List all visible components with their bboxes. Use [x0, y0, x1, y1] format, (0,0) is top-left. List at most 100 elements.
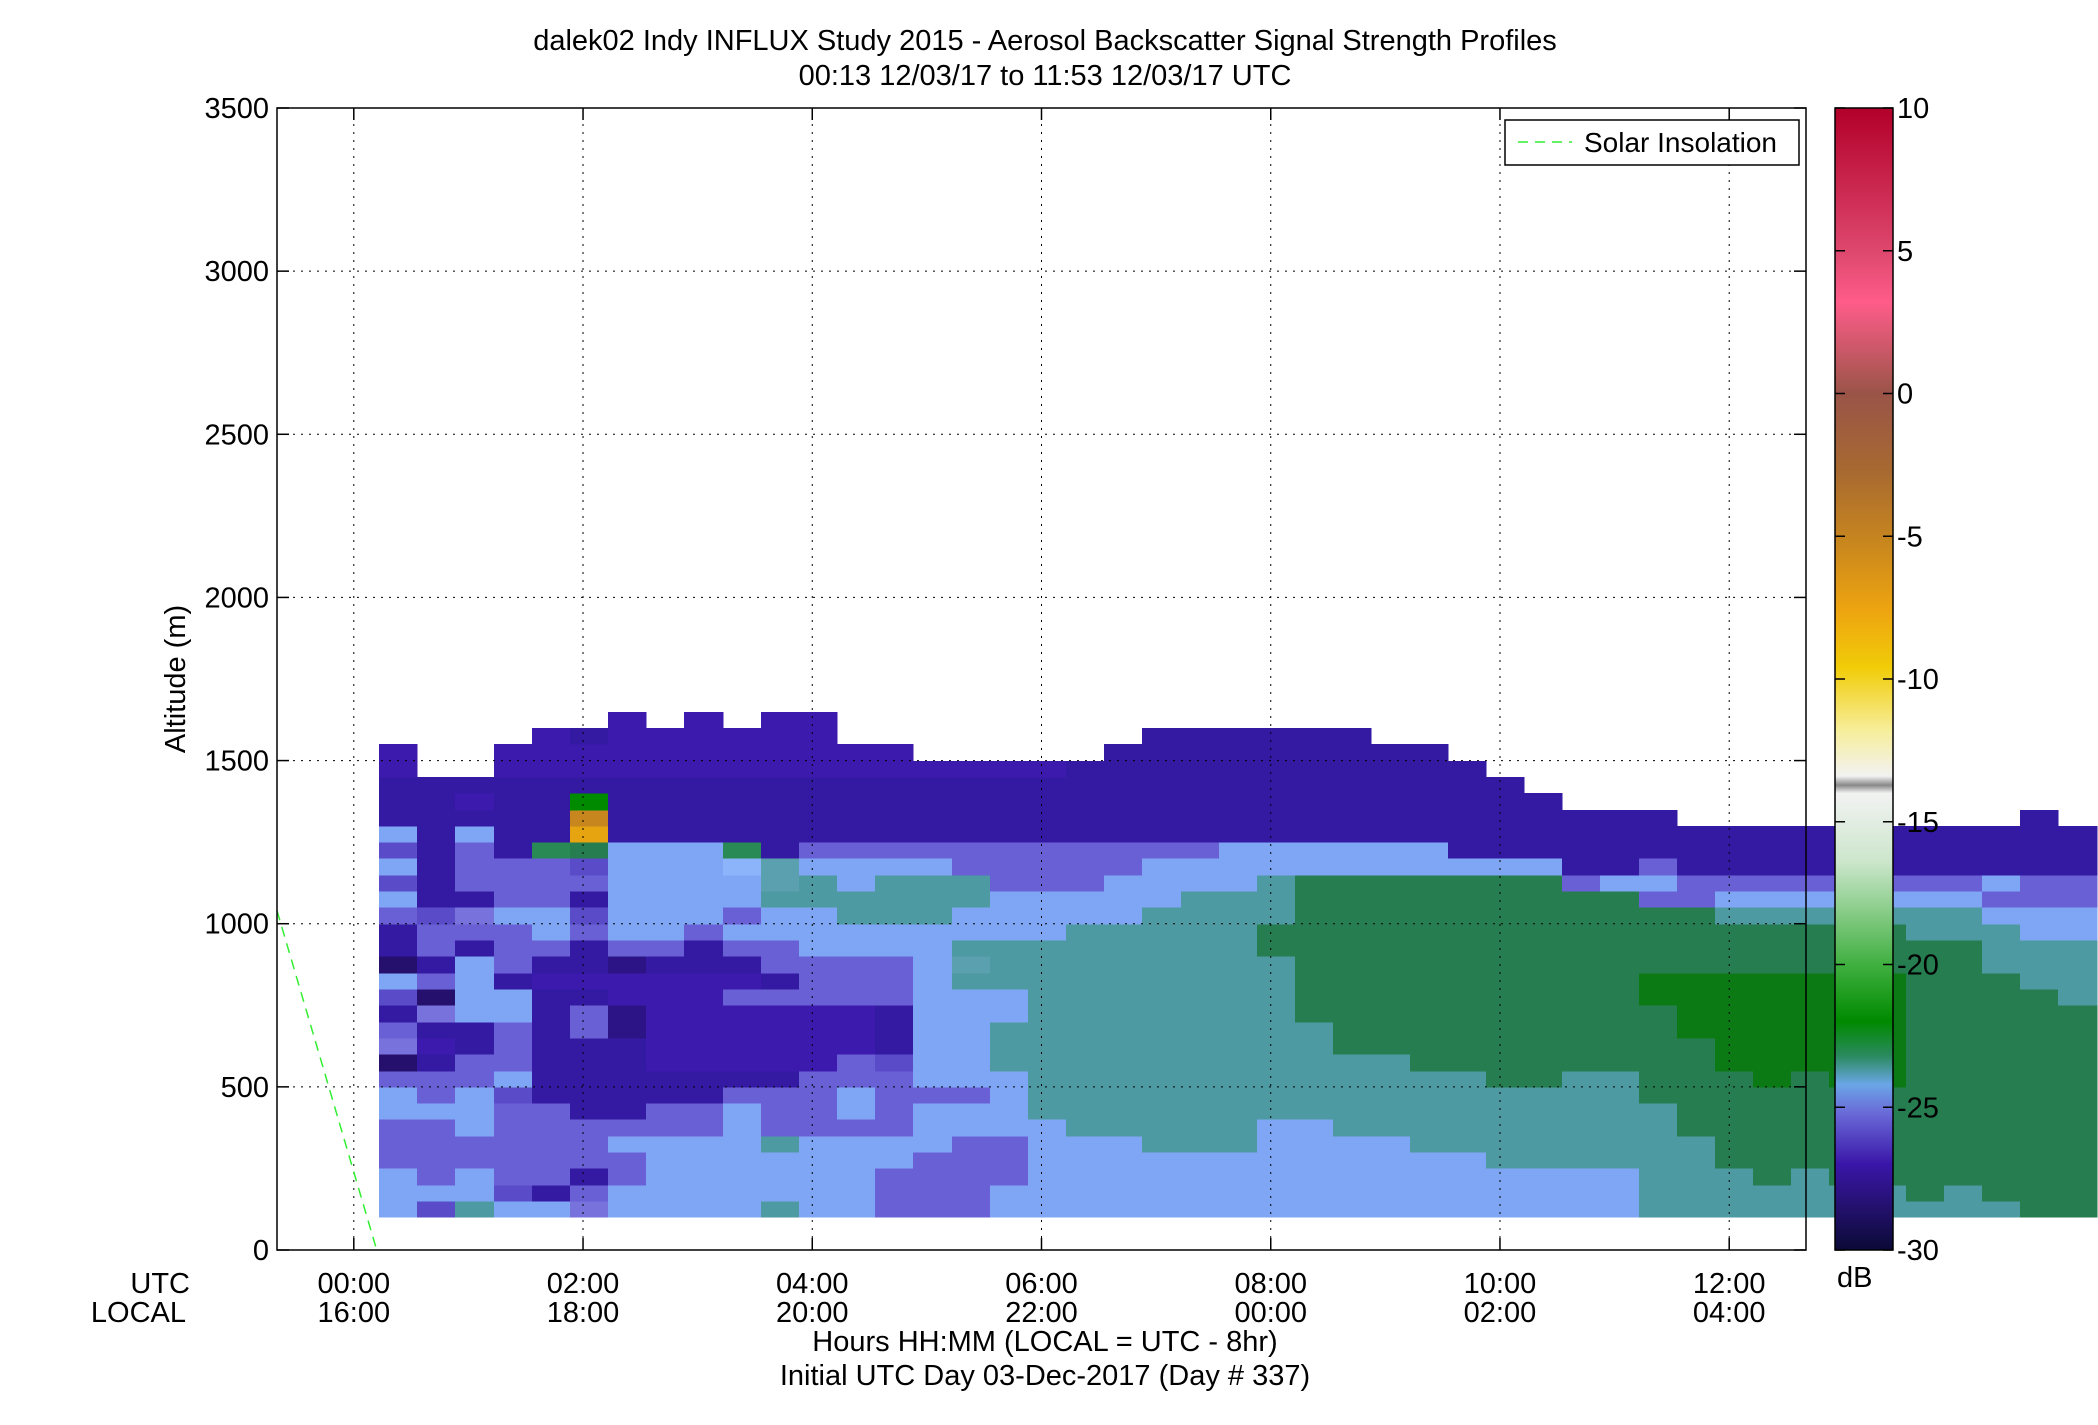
- heatmap-cell: [761, 1185, 800, 1202]
- heatmap-cell: [1524, 973, 1563, 990]
- heatmap-cell: [990, 761, 1029, 778]
- heatmap-cell: [1371, 989, 1411, 1006]
- heatmap-cell: [532, 875, 571, 892]
- heatmap-cell: [990, 940, 1029, 957]
- heatmap-cell: [1753, 1022, 1792, 1039]
- heatmap-cell: [837, 1152, 876, 1169]
- heatmap-cell: [646, 728, 685, 745]
- heatmap-cell: [1715, 973, 1754, 990]
- heatmap-cell: [837, 1005, 876, 1023]
- heatmap-cell: [379, 907, 418, 925]
- heatmap-cell: [1448, 858, 1487, 876]
- heatmap-cell: [1524, 793, 1563, 811]
- heatmap-cell: [990, 924, 1029, 941]
- heatmap-cell: [1715, 1168, 1754, 1186]
- heatmap-cell: [1639, 907, 1678, 925]
- heatmap-cell: [875, 793, 914, 811]
- heatmap-cell: [1142, 940, 1182, 957]
- heatmap-cell: [608, 744, 647, 762]
- heatmap-cell: [1295, 1087, 1334, 1104]
- heatmap-cell: [2058, 973, 2098, 990]
- heatmap-cell: [1753, 1201, 1792, 1218]
- heatmap-cell: [494, 810, 533, 827]
- heatmap-cell: [1181, 875, 1220, 892]
- heatmap-cell: [990, 1119, 1029, 1137]
- x-tick-label-local: 18:00: [547, 1297, 620, 1329]
- heatmap-cell: [1219, 858, 1258, 876]
- heatmap-cell: [608, 777, 647, 794]
- heatmap-cell: [1219, 940, 1258, 957]
- heatmap-cell: [1219, 973, 1258, 990]
- heatmap-cell: [875, 1005, 914, 1023]
- heatmap-cell: [1524, 989, 1563, 1006]
- heatmap-cell: [2058, 1103, 2098, 1120]
- heatmap-cell: [494, 1022, 533, 1039]
- heatmap-cell: [1181, 810, 1220, 827]
- heatmap-cell: [1906, 1201, 1945, 1218]
- heatmap-cell: [1524, 810, 1563, 827]
- heatmap-cell: [1219, 1038, 1258, 1055]
- heatmap-cell: [1448, 940, 1487, 957]
- heatmap-cell: [1410, 940, 1449, 957]
- heatmap-cell: [1410, 793, 1449, 811]
- heatmap-cell: [379, 1136, 418, 1153]
- heatmap-cell: [913, 1201, 953, 1218]
- heatmap-cell: [1142, 842, 1182, 859]
- heatmap-cell: [417, 875, 456, 892]
- heatmap-cell: [952, 1038, 991, 1055]
- heatmap-cell: [1524, 842, 1563, 859]
- heatmap-cell: [570, 858, 609, 876]
- heatmap-cell: [913, 940, 953, 957]
- heatmap-cell: [570, 1054, 609, 1072]
- heatmap-cell: [723, 1168, 762, 1186]
- x-tick-label-local: 00:00: [1234, 1297, 1307, 1329]
- heatmap-cell: [2058, 1071, 2098, 1088]
- heatmap-cell: [723, 1119, 762, 1137]
- heatmap-cell: [1982, 1185, 2021, 1202]
- heatmap-cell: [723, 875, 762, 892]
- heatmap-cell: [875, 1022, 914, 1039]
- heatmap-cell: [1600, 858, 1640, 876]
- heatmap-cell: [455, 1136, 495, 1153]
- heatmap-cell: [1753, 891, 1792, 908]
- heatmap-cell: [913, 1152, 953, 1169]
- heatmap-cell: [1600, 956, 1640, 974]
- heatmap-cell: [646, 1071, 685, 1088]
- heatmap-cell: [1791, 940, 1830, 957]
- heatmap-cell: [1104, 1185, 1143, 1202]
- heatmap-cell: [723, 777, 762, 794]
- heatmap-cell: [1142, 1005, 1182, 1023]
- heatmap-cell: [761, 858, 800, 876]
- heatmap-cell: [1142, 891, 1182, 908]
- heatmap-cell: [1295, 826, 1334, 843]
- legend: Solar Insolation: [1504, 119, 1800, 166]
- heatmap-cell: [1333, 793, 1372, 811]
- heatmap-cell: [1295, 1168, 1334, 1186]
- heatmap-cell: [570, 1201, 609, 1218]
- heatmap-cell: [1028, 1038, 1067, 1055]
- heatmap-cell: [570, 1103, 609, 1120]
- heatmap-cell: [1562, 1087, 1601, 1104]
- heatmap-cell: [761, 1087, 800, 1104]
- heatmap-cell: [570, 940, 609, 957]
- heatmap-cell: [1219, 1054, 1258, 1072]
- heatmap-cell: [532, 1087, 571, 1104]
- heatmap-cell: [1791, 1152, 1830, 1169]
- heatmap-cell: [1295, 810, 1334, 827]
- heatmap-cell: [379, 940, 418, 957]
- heatmap-cell: [1410, 989, 1449, 1006]
- heatmap-cell: [532, 956, 571, 974]
- heatmap-cell: [1600, 1168, 1640, 1186]
- heatmap-cell: [1181, 1185, 1220, 1202]
- heatmap-cell: [1982, 1103, 2021, 1120]
- heatmap-cell: [1448, 1087, 1487, 1104]
- heatmap-cell: [494, 973, 533, 990]
- heatmap-cell: [417, 858, 456, 876]
- heatmap-cell: [1295, 793, 1334, 811]
- heatmap-cell: [1257, 744, 1296, 762]
- heatmap-cell: [1486, 858, 1525, 876]
- heatmap-cell: [1639, 1005, 1678, 1023]
- heatmap-cell: [417, 1087, 456, 1104]
- heatmap-cell: [1257, 1005, 1296, 1023]
- heatmap-cell: [1104, 924, 1143, 941]
